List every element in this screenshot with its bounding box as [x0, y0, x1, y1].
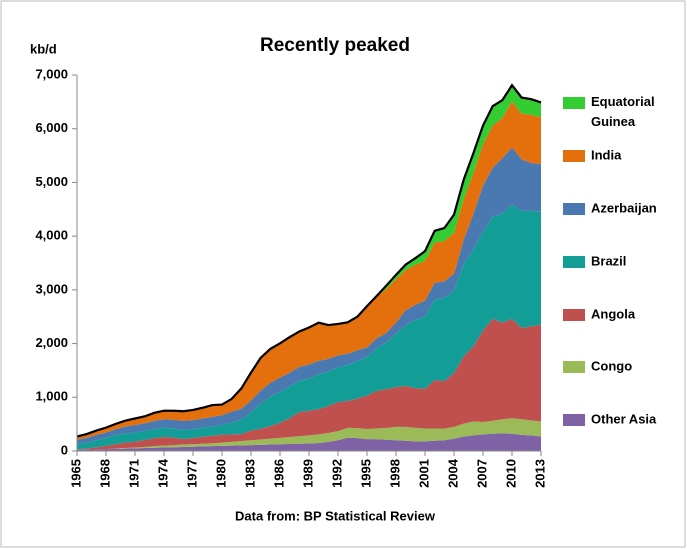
- x-tick-label: 1974: [155, 458, 170, 488]
- y-tick-label: 4,000: [35, 228, 68, 243]
- y-tick-label: 7,000: [35, 66, 68, 81]
- x-tick-label: 2010: [503, 459, 518, 488]
- x-tick-label: 1992: [329, 459, 344, 488]
- total-outline: [76, 83, 542, 438]
- chart-title: Recently peaked: [260, 35, 410, 56]
- x-tick-label: 2004: [445, 458, 460, 488]
- y-tick-label: 0: [61, 442, 68, 457]
- legend-swatch: [563, 256, 585, 268]
- x-tick-label: 1965: [68, 459, 83, 488]
- area: [77, 85, 541, 437]
- legend-swatch: [563, 203, 585, 215]
- x-tick-label: 2007: [474, 459, 489, 488]
- x-tick-label: 2001: [416, 459, 431, 488]
- legend-swatch: [563, 97, 585, 109]
- legend-label: Azerbaijan: [591, 200, 657, 215]
- y-tick-label: 1,000: [35, 389, 68, 404]
- legend-label: Angola: [591, 306, 636, 321]
- legend-swatch: [563, 150, 585, 162]
- area: [77, 318, 541, 450]
- y-tick-label: 3,000: [35, 281, 68, 296]
- x-tick-label: 1983: [242, 459, 257, 488]
- y-tick-label: 6,000: [35, 120, 68, 135]
- area: [77, 418, 541, 450]
- x-tick-label: 1998: [387, 459, 402, 488]
- y-axis-label: kb/d: [30, 41, 57, 56]
- legend-swatch: [563, 414, 585, 426]
- x-tick-label: 1968: [97, 459, 112, 488]
- area: [77, 147, 541, 445]
- legend-label: Other Asia: [591, 411, 657, 426]
- legend-label: India: [591, 147, 622, 162]
- x-tick-label: 1971: [126, 459, 141, 488]
- y-tick-label: 5,000: [35, 174, 68, 189]
- x-tick-label: 1980: [213, 459, 228, 488]
- x-tick-label: 2013: [532, 459, 547, 488]
- area: [77, 433, 541, 451]
- x-tick-label: 1989: [300, 459, 315, 488]
- legend-label: Equatorial Guinea: [591, 94, 655, 129]
- x-tick-label: 1986: [271, 459, 286, 488]
- area: [77, 204, 541, 450]
- legend-label: Congo: [591, 358, 632, 373]
- x-tick-label: 1977: [184, 459, 199, 488]
- area: [77, 101, 541, 440]
- y-tick-label: 2,000: [35, 335, 68, 350]
- x-tick-label: 1995: [358, 459, 373, 488]
- legend-swatch: [563, 361, 585, 373]
- footer: Data from: BP Statistical Review: [235, 508, 436, 523]
- legend-label: Brazil: [591, 253, 626, 268]
- legend-swatch: [563, 309, 585, 321]
